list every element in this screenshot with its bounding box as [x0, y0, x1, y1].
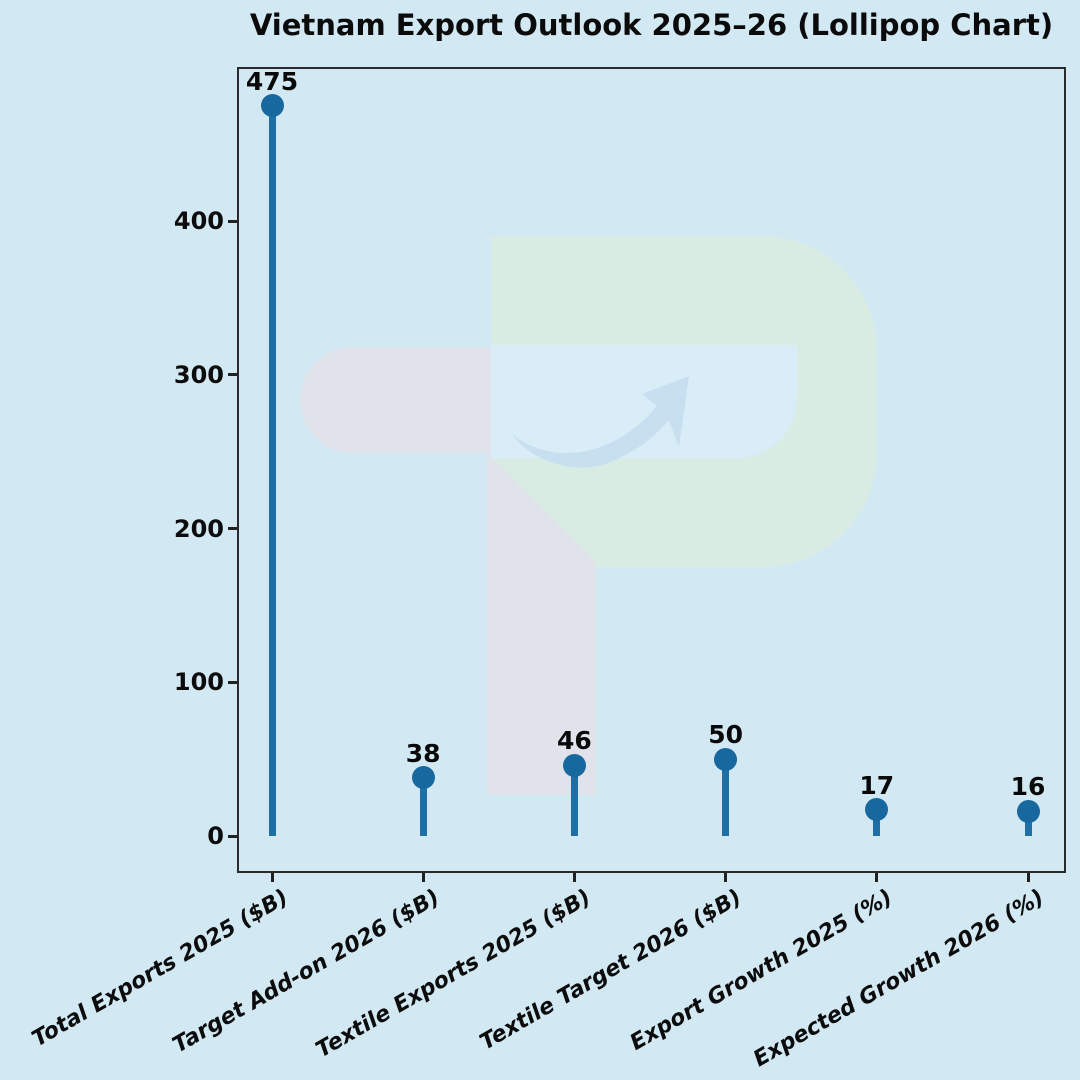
x-tick-mark: [724, 873, 728, 882]
x-tick-label: Textile Exports 2025 ($B): [311, 885, 595, 1064]
x-tick-label: Expected Growth 2026 (%): [749, 885, 1049, 1073]
x-tick-mark: [270, 873, 274, 882]
x-tick-label: Export Growth 2025 (%): [626, 885, 898, 1056]
x-tick-label: Total Exports 2025 ($B): [27, 885, 293, 1053]
lollipop-dot: [865, 798, 889, 822]
y-tick-mark: [228, 219, 237, 223]
x-tick-mark: [572, 873, 576, 882]
value-label: 17: [859, 770, 895, 800]
lollipop-dot: [1016, 799, 1040, 823]
value-label: 38: [405, 738, 441, 768]
y-tick-label: 100: [173, 668, 224, 697]
x-tick-label: Textile Target 2026 ($B): [475, 885, 747, 1056]
x-tick-mark: [1026, 873, 1030, 882]
value-label: 475: [245, 66, 299, 96]
x-tick-mark: [421, 873, 425, 882]
lollipop-stem: [873, 809, 881, 836]
lollipop-dot: [714, 747, 738, 771]
y-tick-mark: [228, 680, 237, 684]
axes-frame: [237, 67, 1066, 873]
lollipop-dot: [260, 94, 284, 118]
y-tick-mark: [228, 834, 237, 838]
chart-title: Vietnam Export Outlook 2025–26 (Lollipop…: [249, 8, 1054, 42]
lollipop-stem: [722, 759, 730, 836]
y-tick-label: 300: [173, 360, 224, 389]
lollipop-stem: [1024, 811, 1032, 836]
value-label: 16: [1010, 772, 1046, 802]
y-tick-label: 400: [173, 207, 224, 235]
y-tick-label: 200: [173, 514, 224, 543]
y-tick-mark: [228, 373, 237, 377]
lollipop-dot: [411, 766, 435, 790]
y-tick-mark: [228, 527, 237, 530]
x-tick-label: Target Add-on 2026 ($B): [168, 885, 444, 1059]
lollipop-stem: [268, 105, 276, 836]
lollipop-stem: [419, 777, 427, 836]
value-label: 50: [708, 720, 743, 750]
x-tick-mark: [875, 873, 879, 882]
value-label: 46: [556, 726, 592, 756]
y-tick-label: 0: [207, 822, 224, 850]
lollipop-dot: [562, 753, 586, 777]
lollipop-stem: [570, 765, 578, 836]
